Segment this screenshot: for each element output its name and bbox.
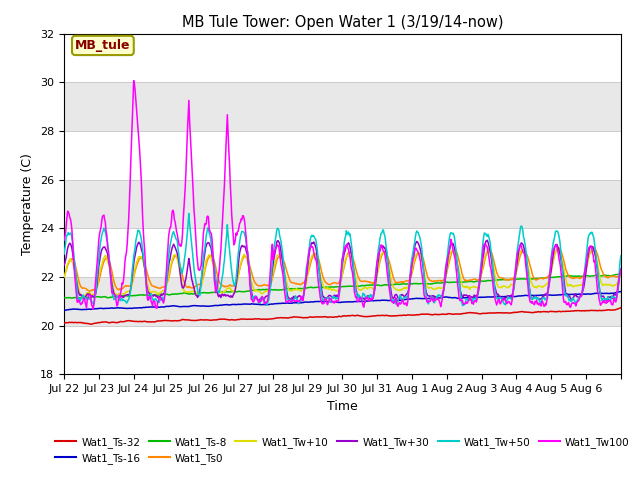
Wat1_Tw+10	[401, 285, 408, 290]
Wat1_Ts-8	[60, 295, 68, 300]
Wat1_Ts0	[228, 283, 236, 289]
Bar	[64, 82, 621, 131]
Line: Wat1_Tw+30: Wat1_Tw+30	[64, 240, 621, 300]
Wat1_Tw+30	[277, 249, 285, 255]
Wat1_Ts-16	[256, 302, 264, 308]
Wat1_Tw+10	[60, 275, 68, 280]
Wat1_Ts0	[617, 269, 625, 275]
Wat1_Tw+30	[125, 292, 133, 298]
Wat1_Tw+10	[79, 294, 86, 300]
Wat1_Ts0	[401, 278, 408, 284]
Wat1_Tw100	[433, 297, 440, 302]
Wat1_Ts-8	[80, 295, 88, 301]
Text: MB_tule: MB_tule	[75, 39, 131, 52]
Wat1_Tw+50	[228, 275, 236, 280]
Wat1_Ts-16	[401, 297, 408, 302]
Line: Wat1_Tw+10: Wat1_Tw+10	[64, 250, 621, 297]
Wat1_Tw+30	[617, 266, 625, 272]
Wat1_Ts-8	[401, 281, 408, 287]
Wat1_Tw100	[401, 300, 409, 306]
Y-axis label: Temperature (C): Temperature (C)	[22, 153, 35, 255]
Wat1_Ts-32	[277, 315, 285, 321]
Wat1_Tw100	[60, 238, 68, 244]
Wat1_Ts-32	[432, 312, 440, 317]
Bar	[64, 326, 621, 374]
Wat1_Ts-8	[126, 293, 134, 299]
Wat1_Tw100	[229, 233, 237, 239]
Wat1_Tw+10	[617, 270, 625, 276]
Wat1_Ts0	[256, 283, 264, 288]
Wat1_Ts-8	[256, 287, 264, 293]
Line: Wat1_Ts-8: Wat1_Ts-8	[64, 274, 621, 298]
Wat1_Ts-32	[617, 305, 625, 311]
Title: MB Tule Tower: Open Water 1 (3/19/14-now): MB Tule Tower: Open Water 1 (3/19/14-now…	[182, 15, 503, 30]
Wat1_Tw+10	[256, 289, 264, 295]
Wat1_Tw+50	[185, 211, 193, 216]
Bar	[64, 228, 621, 277]
Wat1_Ts-32	[228, 317, 236, 323]
Bar	[64, 34, 621, 82]
Wat1_Ts0	[60, 274, 68, 280]
Wat1_Ts-16	[61, 307, 68, 313]
Wat1_Ts-8	[432, 280, 440, 286]
Wat1_Ts0	[277, 253, 285, 259]
Wat1_Ts-16	[617, 288, 625, 294]
Wat1_Tw+30	[228, 294, 236, 300]
Wat1_Ts-32	[256, 316, 264, 322]
Wat1_Tw100	[89, 306, 97, 312]
Wat1_Tw+50	[60, 252, 68, 257]
Wat1_Ts-32	[60, 320, 68, 326]
Wat1_Ts-16	[60, 307, 68, 313]
Line: Wat1_Ts0: Wat1_Ts0	[64, 247, 621, 291]
Wat1_Tw+50	[125, 294, 133, 300]
Wat1_Tw+10	[277, 256, 285, 262]
Wat1_Tw100	[278, 264, 285, 270]
Wat1_Tw+50	[617, 253, 625, 259]
Bar	[64, 277, 621, 326]
Wat1_Tw+50	[459, 303, 467, 309]
Wat1_Tw+50	[401, 294, 408, 300]
Wat1_Tw+10	[126, 288, 134, 294]
Wat1_Ts0	[432, 278, 440, 284]
Bar	[64, 180, 621, 228]
Wat1_Tw+30	[401, 294, 408, 300]
Wat1_Tw+50	[432, 297, 440, 302]
Wat1_Tw+30	[60, 263, 68, 268]
Wat1_Tw100	[130, 78, 138, 84]
Wat1_Ts-32	[126, 318, 134, 324]
Line: Wat1_Tw+50: Wat1_Tw+50	[64, 214, 621, 306]
Wat1_Ts-32	[87, 322, 95, 327]
Wat1_Tw+50	[256, 300, 264, 306]
Wat1_Tw+30	[432, 294, 440, 300]
Wat1_Tw100	[617, 266, 625, 272]
Bar	[64, 131, 621, 180]
Wat1_Ts0	[589, 244, 597, 250]
Wat1_Ts-16	[228, 301, 236, 307]
Wat1_Ts-32	[401, 312, 408, 318]
Wat1_Tw+50	[277, 239, 285, 244]
Legend: Wat1_Ts-32, Wat1_Ts-16, Wat1_Ts-8, Wat1_Ts0, Wat1_Tw+10, Wat1_Tw+30, Wat1_Tw+50,: Wat1_Ts-32, Wat1_Ts-16, Wat1_Ts-8, Wat1_…	[51, 432, 634, 468]
Wat1_Tw+10	[228, 288, 236, 294]
Wat1_Tw+30	[255, 298, 263, 303]
Line: Wat1_Ts-32: Wat1_Ts-32	[64, 308, 621, 324]
Line: Wat1_Tw100: Wat1_Tw100	[64, 81, 621, 309]
Wat1_Ts-16	[126, 305, 134, 311]
Wat1_Tw+30	[483, 238, 491, 243]
Wat1_Ts-8	[277, 287, 285, 293]
Wat1_Ts0	[126, 283, 134, 288]
Wat1_Ts-16	[432, 295, 440, 301]
Wat1_Tw100	[257, 298, 264, 304]
Line: Wat1_Ts-16: Wat1_Ts-16	[64, 291, 621, 310]
Wat1_Tw+30	[256, 296, 264, 302]
Wat1_Tw+10	[432, 286, 440, 292]
X-axis label: Time: Time	[327, 400, 358, 413]
Wat1_Ts-8	[228, 289, 236, 295]
Wat1_Tw100	[126, 182, 134, 188]
Wat1_Ts0	[86, 288, 93, 294]
Wat1_Ts-8	[617, 271, 625, 277]
Wat1_Tw+10	[589, 247, 596, 252]
Wat1_Ts-16	[277, 300, 285, 306]
